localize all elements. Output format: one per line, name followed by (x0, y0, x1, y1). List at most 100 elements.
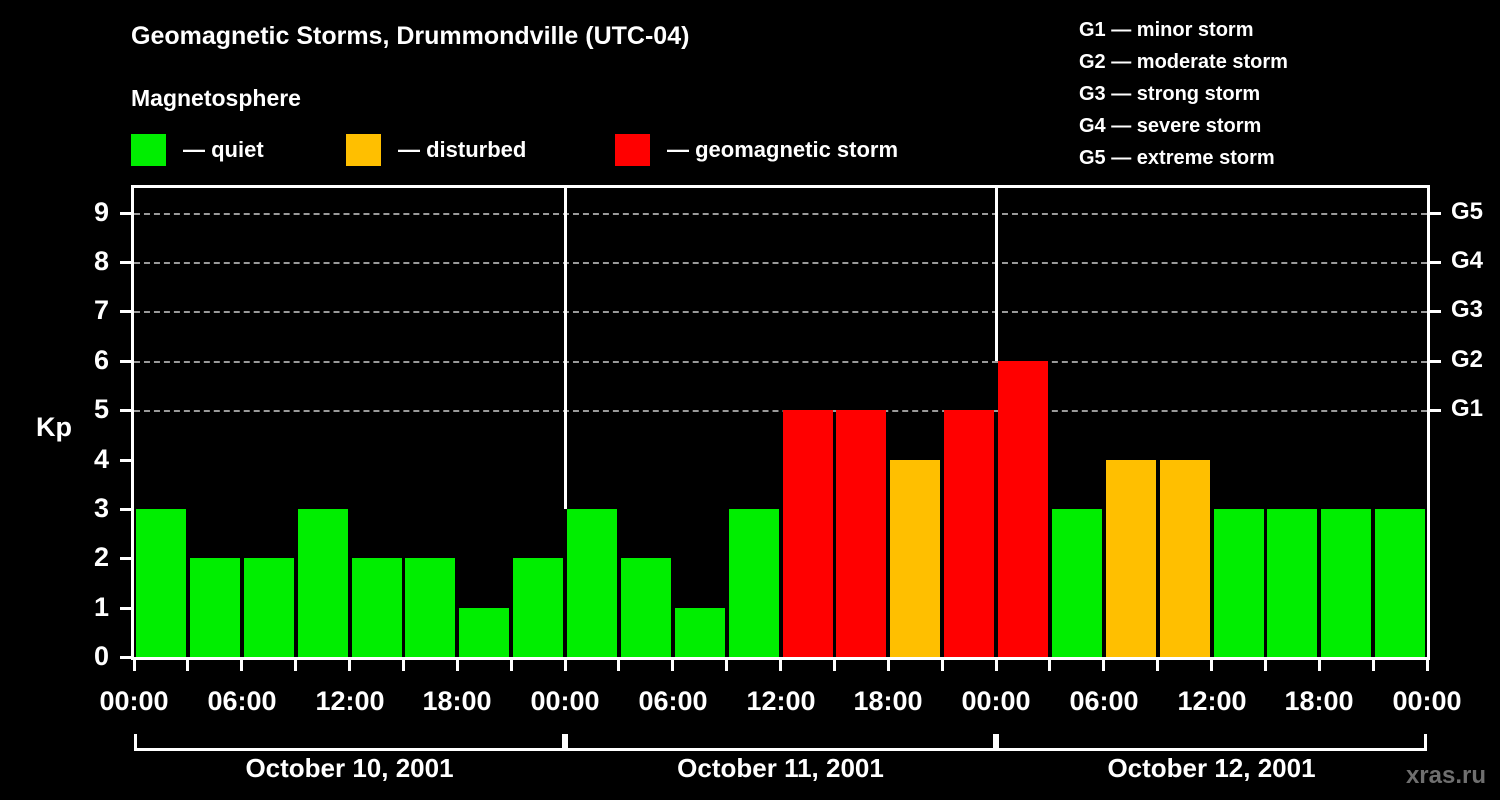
bar-kp (1375, 508, 1425, 657)
date-label: October 10, 2001 (245, 753, 454, 783)
plot-inner (134, 188, 1427, 657)
y-tick-label-9: 9 (93, 196, 109, 227)
bar-kp (1106, 459, 1156, 657)
date-bracket (996, 734, 1427, 751)
g-tick-label-G1: G1 (1451, 395, 1484, 423)
bar-kp (1160, 459, 1210, 657)
g-tick-mark-G5 (1430, 211, 1441, 215)
geomagnetic-storm-legend-swatch-icon (615, 134, 650, 166)
y-tick-mark-3 (120, 507, 131, 511)
x-tick-mark (833, 660, 836, 671)
x-tick-mark (1318, 660, 1321, 671)
bar-kp (513, 558, 563, 657)
gscale-legend: G1 — minor storm G2 — moderate storm G3 — … (1079, 14, 1288, 174)
bar-kp (567, 508, 617, 657)
x-tick-label: 12:00 (315, 686, 385, 716)
date-label: October 11, 2001 (677, 753, 884, 783)
y-tick-label-4: 4 (93, 443, 109, 474)
x-tick-mark (995, 660, 998, 671)
bar-kp (1321, 508, 1371, 657)
x-tick-mark (402, 660, 405, 671)
y-tick-label-1: 1 (93, 591, 109, 622)
x-tick-label: 12:00 (1177, 686, 1247, 716)
gridline-kp-7 (134, 311, 1427, 314)
watermark: xras.ru (1405, 762, 1486, 789)
x-tick-label: 12:00 (746, 686, 816, 716)
x-tick-mark (617, 660, 620, 671)
y-tick-mark-0 (120, 656, 131, 659)
x-tick-mark (1048, 660, 1051, 671)
g-tick-label-G3: G3 (1451, 296, 1484, 324)
day-separator (564, 188, 567, 509)
x-tick-mark (1372, 660, 1375, 671)
bar-kp (675, 607, 725, 657)
y-tick-mark-4 (120, 458, 131, 462)
x-tick-mark (564, 660, 567, 671)
x-tick-mark (1264, 660, 1267, 671)
quiet-legend: — quiet (131, 133, 264, 167)
gscale-row-1: G1 — minor storm (1079, 19, 1254, 41)
geomagnetic-storm-legend: — geomagnetic storm (615, 133, 898, 167)
quiet-legend-text: — quiet (183, 137, 264, 162)
y-tick-mark-5 (120, 409, 131, 413)
x-tick-mark (456, 660, 459, 671)
quiet-legend-swatch-icon (131, 134, 166, 166)
gridline-kp-5 (134, 410, 1427, 413)
x-tick-mark (294, 660, 297, 671)
bar-kp (244, 558, 294, 657)
gscale-row-3: G3 — strong storm (1079, 83, 1261, 105)
bar-kp (729, 508, 779, 657)
x-tick-label: 06:00 (207, 686, 277, 716)
disturbed-legend: — disturbed (346, 133, 526, 167)
x-tick-label: 00:00 (99, 686, 169, 716)
bar-kp (836, 410, 886, 657)
date-bracket (565, 734, 996, 751)
date-label: October 12, 2001 (1107, 753, 1316, 783)
bar-kp (1052, 508, 1102, 657)
x-tick-label: 00:00 (530, 686, 600, 716)
x-tick-label: 06:00 (638, 686, 708, 716)
x-tick-mark (1156, 660, 1159, 671)
gridline-kp-6 (134, 360, 1427, 363)
x-tick-mark (779, 660, 782, 671)
x-tick-mark (1102, 660, 1105, 671)
x-tick-mark (941, 660, 944, 671)
bar-kp (944, 410, 994, 657)
y-tick-label-2: 2 (93, 542, 109, 573)
y-tick-mark-9 (120, 211, 131, 215)
y-tick-mark-2 (120, 557, 131, 561)
gridline-kp-8 (134, 262, 1427, 265)
x-tick-mark (348, 660, 351, 671)
x-tick-label: 18:00 (1284, 686, 1354, 716)
x-tick-label: 00:00 (1392, 686, 1462, 716)
bar-kp (190, 558, 240, 657)
bar-kp (1267, 508, 1317, 657)
g-tick-mark-G2 (1430, 359, 1441, 363)
x-tick-mark (1210, 660, 1213, 671)
x-tick-mark (671, 660, 674, 671)
x-tick-mark (1426, 660, 1429, 671)
y-tick-label-8: 8 (93, 246, 109, 277)
y-tick-label-7: 7 (93, 295, 109, 326)
gridline-kp-9 (134, 212, 1427, 215)
geomagnetic-storm-legend-text: — geomagnetic storm (667, 137, 899, 162)
bar-kp (298, 508, 348, 657)
magnetosphere-label: Magnetosphere (131, 85, 301, 111)
y-tick-label-5: 5 (93, 394, 109, 425)
y-tick-label-6: 6 (93, 344, 109, 375)
bar-kp (998, 360, 1048, 657)
x-tick-mark (186, 660, 189, 671)
disturbed-legend-text: — disturbed (398, 137, 527, 162)
x-tick-label: 00:00 (961, 686, 1031, 716)
x-tick-mark (725, 660, 728, 671)
x-tick-mark (240, 660, 243, 671)
x-tick-mark (887, 660, 890, 671)
bar-kp (405, 558, 455, 657)
bar-kp (621, 558, 671, 657)
g-tick-label-G2: G2 (1451, 345, 1484, 373)
g-tick-mark-G4 (1430, 261, 1441, 265)
x-tick-label: 18:00 (853, 686, 923, 716)
gscale-row-5: G5 — extreme storm (1079, 147, 1275, 169)
y-tick-mark-8 (120, 261, 131, 265)
page-title: Geomagnetic Storms, Drummondville (UTC-0… (131, 22, 690, 50)
